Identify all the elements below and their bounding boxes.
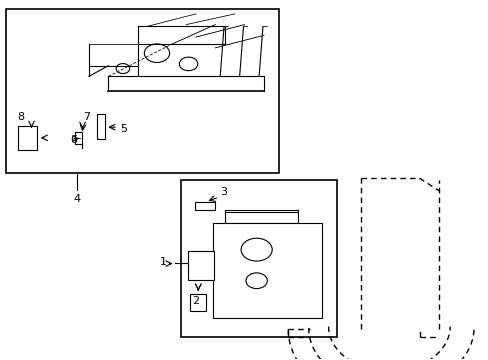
Text: 4: 4 [73,194,80,203]
Text: 8: 8 [17,112,24,122]
Bar [97,113,105,139]
Text: 3: 3 [220,187,227,197]
Text: 5: 5 [120,123,127,134]
Bar [187,251,214,280]
Text: 7: 7 [83,112,90,122]
Bar [18,126,37,150]
Text: 1: 1 [160,257,166,267]
Bar [195,202,215,210]
Text: 2: 2 [192,296,199,306]
Bar [6,9,278,173]
Text: 6: 6 [70,135,77,145]
Bar [181,180,336,337]
Bar [190,294,205,311]
Bar [212,223,322,318]
